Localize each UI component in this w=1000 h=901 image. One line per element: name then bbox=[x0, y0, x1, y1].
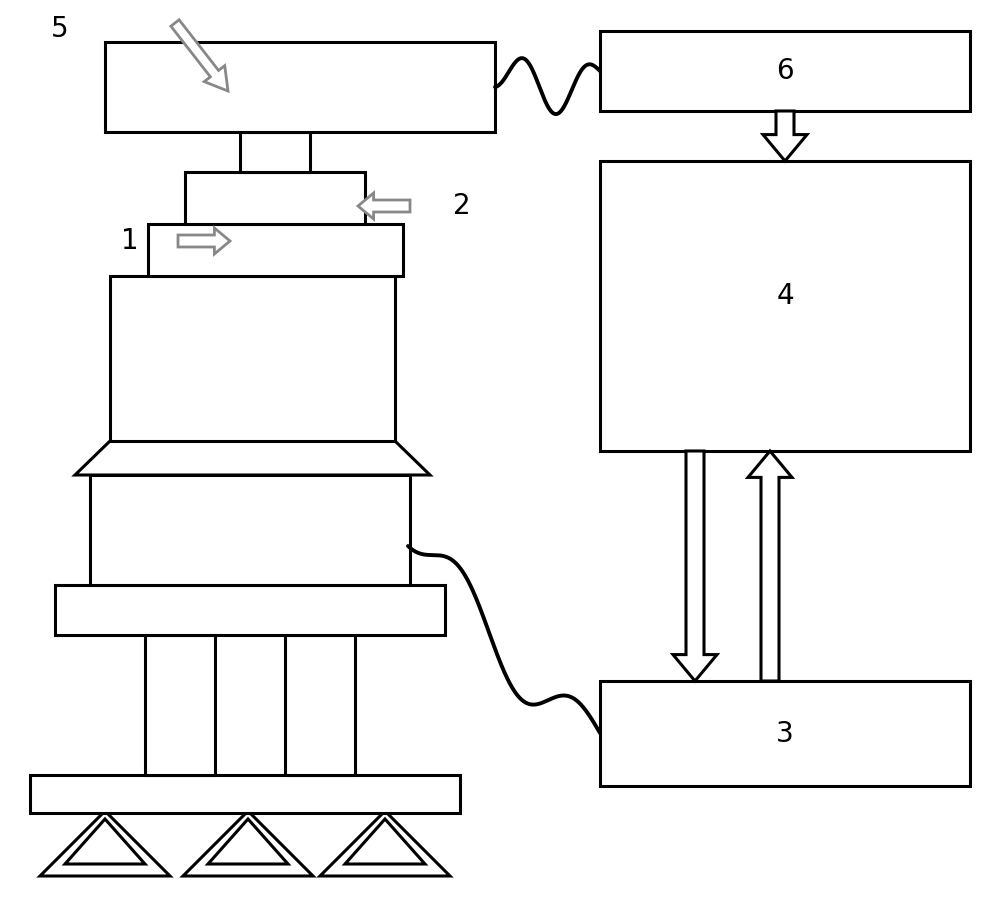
Polygon shape bbox=[75, 441, 430, 475]
Polygon shape bbox=[208, 819, 288, 864]
Text: 3: 3 bbox=[776, 720, 794, 748]
Text: 1: 1 bbox=[121, 227, 139, 255]
Polygon shape bbox=[748, 451, 792, 681]
Bar bbox=[600, 31, 970, 111]
Bar bbox=[145, 635, 215, 775]
Polygon shape bbox=[178, 228, 230, 254]
Bar bbox=[105, 42, 495, 132]
Polygon shape bbox=[345, 819, 425, 864]
Bar bbox=[240, 132, 310, 172]
Polygon shape bbox=[320, 811, 450, 876]
Polygon shape bbox=[171, 20, 228, 91]
Polygon shape bbox=[65, 819, 145, 864]
Text: 5: 5 bbox=[51, 15, 69, 43]
Bar bbox=[600, 161, 970, 451]
Bar bbox=[600, 681, 970, 786]
Bar bbox=[110, 276, 395, 441]
Text: 2: 2 bbox=[453, 192, 471, 220]
Bar bbox=[148, 224, 403, 276]
Polygon shape bbox=[763, 111, 807, 161]
Bar bbox=[90, 475, 410, 585]
Text: 4: 4 bbox=[776, 282, 794, 310]
Bar bbox=[55, 585, 445, 635]
Polygon shape bbox=[358, 193, 410, 219]
Polygon shape bbox=[673, 451, 717, 681]
Polygon shape bbox=[40, 811, 170, 876]
Bar bbox=[285, 635, 355, 775]
Text: 6: 6 bbox=[776, 57, 794, 85]
Bar bbox=[30, 775, 460, 813]
Bar bbox=[185, 172, 365, 224]
Polygon shape bbox=[183, 811, 313, 876]
